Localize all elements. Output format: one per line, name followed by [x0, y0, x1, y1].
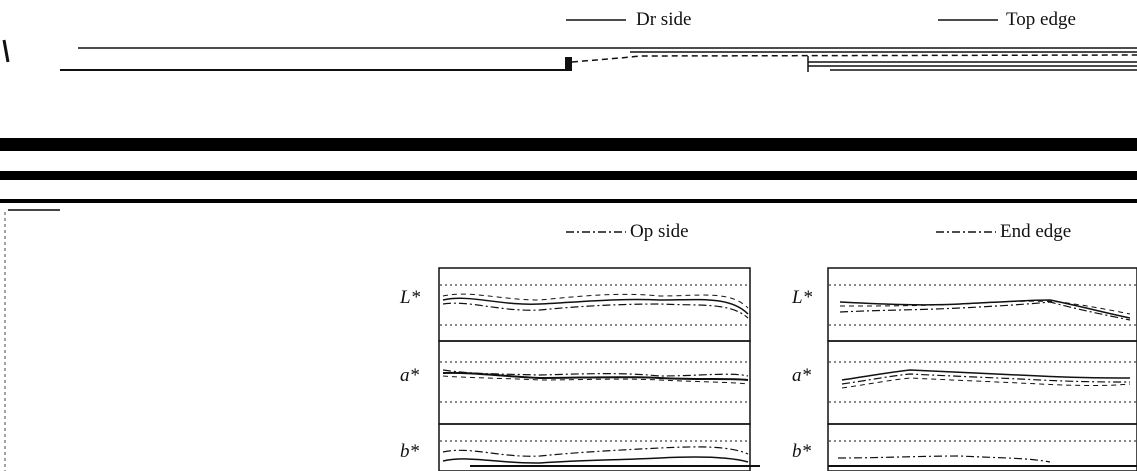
- right-a-trace-dashdot: [841, 373, 1131, 385]
- legend-label-end-edge: End edge: [1000, 221, 1072, 242]
- right-panel: [827, 267, 1137, 471]
- left-L-trace-dashdot: [442, 302, 749, 319]
- right-L-trace-dashed: [839, 300, 1131, 315]
- left-panel-a-box: [438, 340, 751, 425]
- right-axis-label-b: b*: [792, 441, 811, 462]
- legend-label-dr-side: Dr side: [636, 9, 692, 30]
- left-axis-label-b: b*: [400, 441, 419, 462]
- left-L-trace-dashed: [442, 293, 749, 309]
- left-axis-label-L: L*: [400, 287, 421, 308]
- right-axis-label-a: a*: [792, 365, 811, 386]
- right-L-trace-solid: [839, 299, 1131, 319]
- right-panel-b-box: [827, 423, 1137, 471]
- left-edge-artifact: [4, 209, 60, 471]
- left-axis-label-a: a*: [400, 365, 419, 386]
- right-a-trace-solid: [841, 369, 1131, 381]
- left-a-trace-dashdot: [442, 369, 749, 377]
- right-a-trace-dashed: [841, 377, 1131, 389]
- right-panel-a-box: [827, 340, 1137, 425]
- left-a-trace-solid: [442, 371, 749, 381]
- legend-label-op-side: Op side: [630, 221, 689, 242]
- legend-label-top-edge: Top edge: [1006, 9, 1076, 30]
- legend-swatches: [566, 19, 998, 233]
- right-panel-L-box: [827, 267, 1137, 342]
- right-b-trace-dashdot: [837, 455, 1051, 463]
- separator-bars: [0, 138, 1137, 203]
- left-b-trace-dashdot: [442, 446, 749, 457]
- right-axis-label-L: L*: [792, 287, 813, 308]
- left-panel: [438, 267, 760, 471]
- left-a-trace-dashed: [442, 375, 749, 385]
- top-artifact-lines: [2, 39, 1137, 72]
- left-L-trace-solid: [442, 297, 749, 315]
- left-b-trace-solid: [442, 456, 749, 464]
- left-panel-b-box: [438, 423, 751, 471]
- left-panel-L-box: [438, 267, 751, 342]
- right-L-trace-dashdot: [839, 301, 1131, 321]
